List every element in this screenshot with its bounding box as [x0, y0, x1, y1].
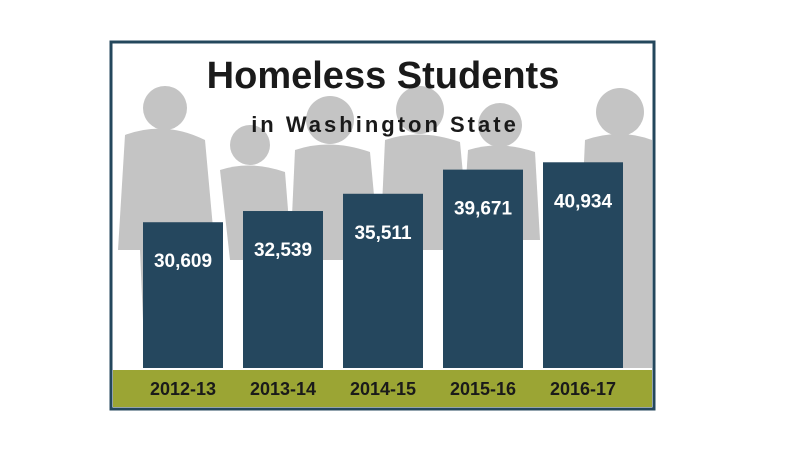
bar [343, 193, 423, 368]
chart-subtitle: in Washington State [251, 112, 519, 137]
value-label: 30,609 [154, 251, 212, 272]
bar [543, 162, 623, 368]
value-label: 39,671 [454, 199, 513, 220]
chart-title: Homeless Students [207, 55, 560, 97]
x-tick-label: 2014-15 [350, 379, 416, 399]
value-label: 40,934 [554, 191, 613, 212]
value-label: 35,511 [354, 223, 411, 244]
category-band [113, 370, 652, 407]
value-label: 32,539 [254, 240, 312, 261]
x-tick-label: 2012-13 [150, 379, 216, 399]
x-tick-label: 2015-16 [450, 379, 516, 399]
x-tick-label: 2013-14 [250, 379, 316, 399]
bar [243, 211, 323, 368]
bar [443, 169, 523, 368]
bar [143, 222, 223, 368]
x-tick-label: 2016-17 [550, 379, 616, 399]
